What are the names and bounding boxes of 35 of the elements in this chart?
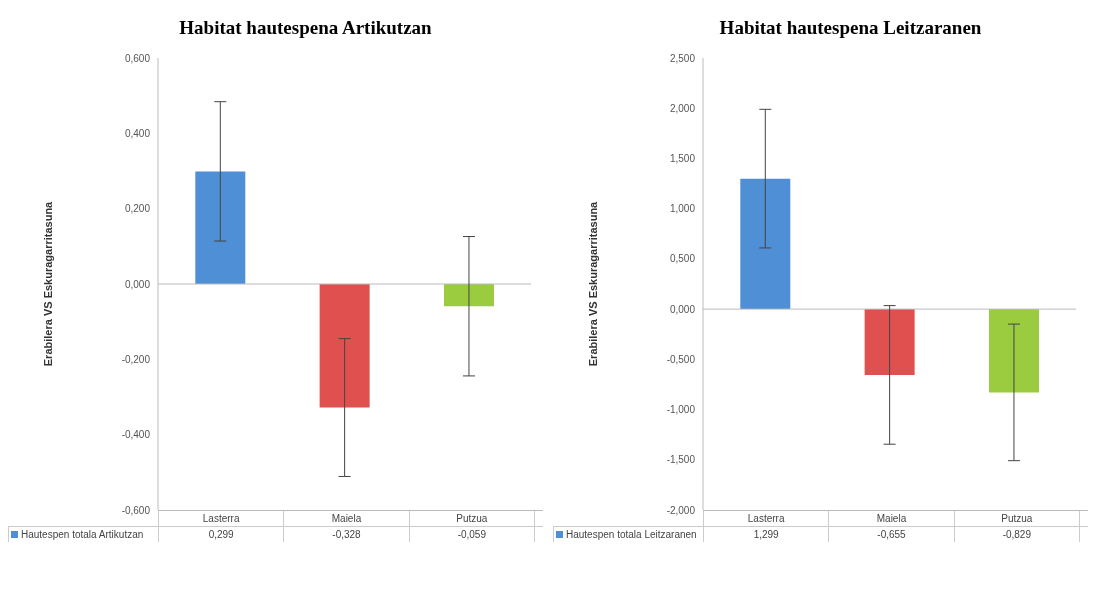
y-tick-label: -2,000 — [666, 504, 696, 516]
x-tick-label: Maiela — [283, 511, 409, 526]
data-label: -0,829 — [953, 527, 1080, 542]
legend-label: Hautespen totala Artikutzan — [21, 529, 144, 540]
data-label: -0,655 — [828, 527, 954, 542]
y-tick-label: 0,600 — [124, 52, 151, 64]
x-tick-label: Maiela — [828, 511, 954, 526]
y-tick-label: -1,500 — [666, 454, 696, 466]
x-tick-label: Putzua — [953, 511, 1080, 526]
y-tick-label: 0,000 — [124, 278, 151, 290]
legend-label: Hautespen totala Leitzaranen — [566, 529, 697, 540]
chart-title: Habitat hautespena Artikutzan — [178, 16, 433, 40]
data-label: 1,299 — [703, 527, 829, 542]
y-tick-label: 0,000 — [669, 303, 696, 315]
x-tick-label: Putzua — [408, 511, 535, 526]
y-tick-label: -0,200 — [121, 353, 151, 365]
x-tick-label: Lasterra — [158, 511, 284, 526]
y-tick-label: 0,400 — [124, 127, 151, 139]
y-tick-label: 2,000 — [669, 102, 696, 114]
chart-title: Habitat hautespena Leitzaranen — [718, 16, 983, 40]
y-tick-label: 1,500 — [669, 152, 696, 164]
y-tick-label: -0,400 — [121, 429, 151, 441]
data-label: -0,328 — [283, 527, 409, 542]
x-tick-label: Lasterra — [703, 511, 829, 526]
y-tick-label: -0,600 — [121, 504, 151, 516]
y-tick-label: -0,500 — [666, 353, 696, 365]
y-tick-label: 0,200 — [124, 203, 151, 215]
y-tick-label: 2,500 — [669, 52, 696, 64]
y-tick-label: 1,000 — [669, 203, 696, 215]
data-label: -0,059 — [408, 527, 535, 542]
y-axis-title: Erabilera VS Eskuragarritasuna — [586, 200, 599, 367]
y-tick-label: -1,000 — [666, 404, 696, 416]
y-tick-label: 0,500 — [669, 253, 696, 265]
y-axis-title: Erabilera VS Eskuragarritasuna — [41, 200, 54, 367]
data-label: 0,299 — [158, 527, 284, 542]
